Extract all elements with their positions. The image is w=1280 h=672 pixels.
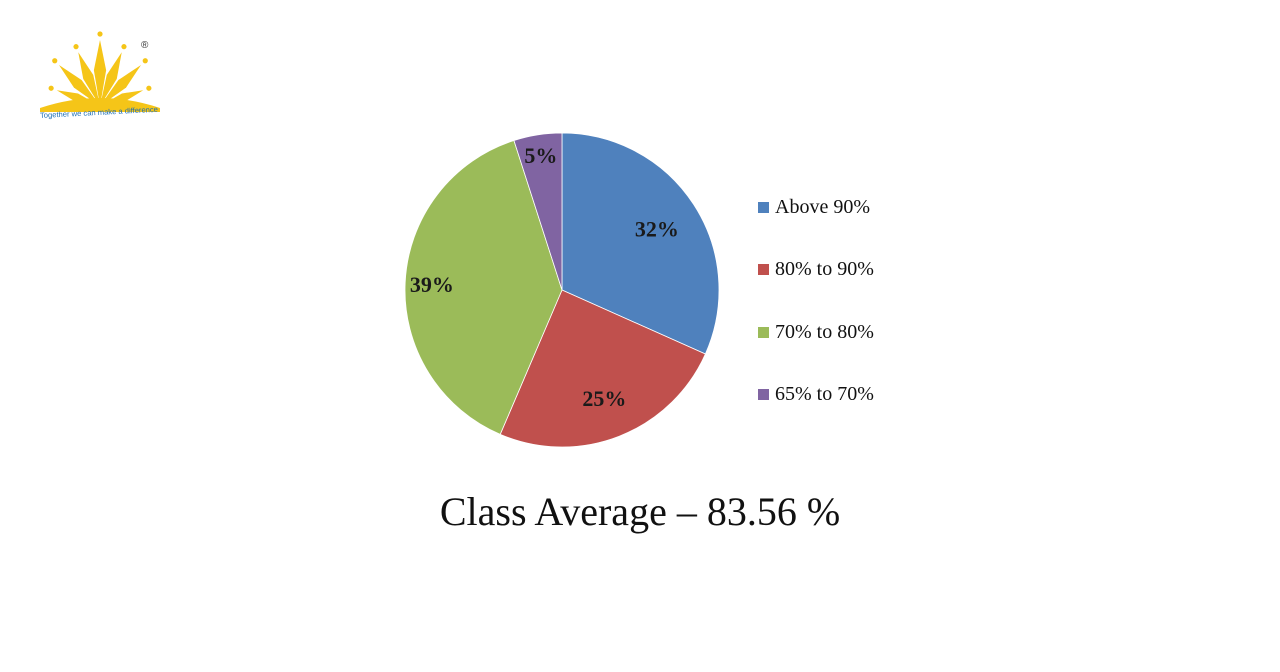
legend-label: 70% to 80% (775, 320, 874, 343)
pie-slice (499, 289, 706, 448)
slice-data-label: 25% (582, 386, 626, 411)
slice-data-label: 32% (635, 216, 679, 241)
legend-swatch (758, 326, 769, 338)
legend-swatch (758, 263, 769, 275)
slice-data-label: 5% (524, 143, 557, 168)
class-average-caption: Class Average – 83.56 % (439, 489, 841, 534)
legend-item: 80% to 90% (758, 257, 874, 281)
legend-swatch (758, 388, 769, 400)
pie-slice (404, 140, 563, 435)
registered-mark: ® (141, 40, 149, 51)
legend-item: Above 90% (758, 195, 870, 219)
legend-swatch (758, 201, 769, 213)
company-logo (36, 30, 166, 132)
pie-data-labels: 32% 25% 39% 5% (410, 143, 679, 411)
sunburst-logo-icon (40, 31, 160, 112)
pie-slice (513, 132, 563, 291)
pie-slices (404, 132, 720, 448)
legend-item: 70% to 80% (758, 320, 874, 344)
legend-label: 80% to 90% (775, 257, 874, 280)
chart-legend: Above 90% 80% to 90% 70% to 80% 65% to 7… (758, 195, 978, 415)
pie-slice (561, 132, 720, 355)
legend-item: 65% to 70% (758, 382, 874, 406)
legend-label: Above 90% (775, 195, 870, 218)
slice-data-label: 39% (410, 272, 454, 297)
legend-label: 65% to 70% (775, 382, 874, 405)
